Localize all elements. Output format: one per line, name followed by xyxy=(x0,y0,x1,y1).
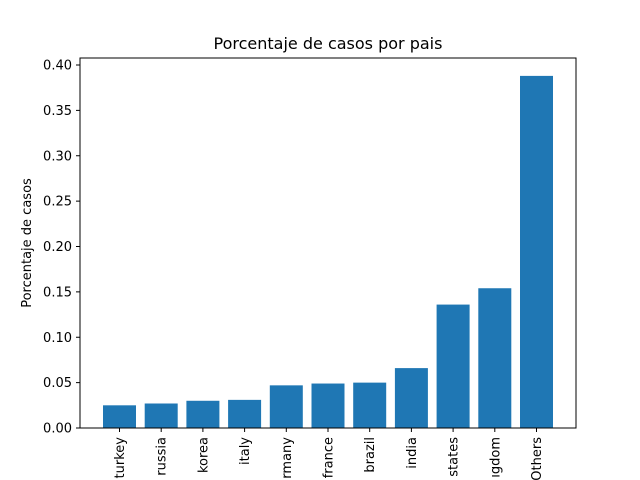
y-tick-label: 0.30 xyxy=(43,149,72,164)
bar-rmany xyxy=(269,385,303,428)
bar-france xyxy=(311,383,345,428)
bar-brazil xyxy=(353,382,387,428)
x-tick-label: korea xyxy=(196,437,211,473)
y-axis-label: Porcentaje de casos xyxy=(20,178,35,308)
y-tick-label: 0.40 xyxy=(43,59,72,74)
bar-russia xyxy=(144,403,178,428)
x-axis: turkey russia korea italy rmany france brazil i… xyxy=(113,428,545,480)
bar-italy xyxy=(228,399,262,428)
x-tick-label: russia xyxy=(155,437,170,476)
bars-group xyxy=(103,75,553,428)
x-tick-label: italy xyxy=(238,437,253,465)
y-tick-label: 0.25 xyxy=(43,195,72,210)
y-tick-label: 0.15 xyxy=(43,285,72,300)
x-tick-label: Others xyxy=(530,437,545,480)
x-tick-label: india xyxy=(405,437,420,469)
y-tick-label: 0.20 xyxy=(43,240,72,255)
y-tick-label: 0.05 xyxy=(43,376,72,391)
chart-title: Porcentaje de casos por pais xyxy=(214,34,443,53)
bar-korea xyxy=(186,400,220,428)
x-tick-label: brazil xyxy=(363,437,378,473)
x-tick-label: rmany xyxy=(280,437,295,479)
bar-ıgdom xyxy=(478,288,512,428)
x-tick-label: france xyxy=(322,437,337,478)
plot-frame xyxy=(79,57,577,429)
x-tick-label: turkey xyxy=(113,437,128,479)
bar-states xyxy=(436,304,470,428)
y-tick-label: 0.35 xyxy=(43,104,72,119)
x-tick-label: states xyxy=(447,437,462,477)
bar-Others xyxy=(520,75,553,428)
y-tick-label: 0.00 xyxy=(43,422,72,437)
x-tick-label: ıgdom xyxy=(488,437,503,478)
y-tick-label: 0.10 xyxy=(43,331,72,346)
y-axis: 0.00 0.05 0.10 0.15 0.20 0.25 0.30 0.35 0.40 xyxy=(43,59,80,437)
bar-turkey xyxy=(103,405,136,428)
bar-india xyxy=(394,368,428,428)
